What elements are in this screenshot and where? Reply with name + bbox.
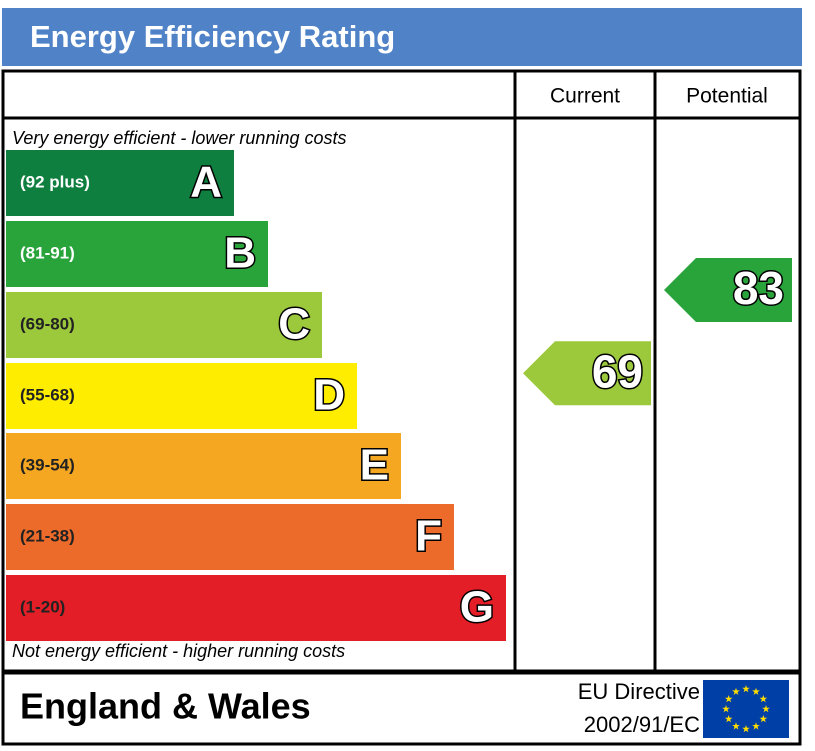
band-letter: B — [224, 229, 256, 278]
top-note: Very energy efficient - lower running co… — [12, 128, 347, 148]
band — [6, 292, 322, 358]
band-letter: A — [190, 158, 222, 207]
eu-star — [762, 705, 770, 713]
band-letter: F — [415, 512, 442, 561]
band — [6, 150, 234, 216]
title: Energy Efficiency Rating — [30, 19, 395, 54]
eu-star — [724, 715, 733, 723]
band-letter: G — [460, 583, 494, 632]
band-range: (92 plus) — [20, 172, 90, 191]
band-range: (55-68) — [20, 385, 75, 404]
eu-star — [752, 722, 760, 730]
column-header: Current — [550, 85, 620, 108]
band-range: (81-91) — [20, 243, 75, 262]
eu-star — [759, 715, 768, 723]
title-bar — [2, 8, 802, 66]
eu-star — [732, 722, 740, 730]
column-header: Potential — [686, 85, 768, 108]
band — [6, 504, 454, 570]
band-range: (1-20) — [20, 597, 65, 616]
eu-star — [732, 687, 740, 695]
band — [6, 221, 268, 287]
band — [6, 433, 401, 499]
band-range: (39-54) — [20, 455, 75, 474]
band-letter: C — [278, 300, 310, 349]
eu-star — [722, 705, 730, 713]
band — [6, 575, 506, 641]
band-letter: D — [313, 371, 345, 420]
region: England & Wales — [20, 686, 311, 727]
band-range: (21-38) — [20, 526, 75, 545]
main-frame — [1, 69, 802, 673]
band-range: (69-80) — [20, 314, 75, 333]
directive: EU Directive — [578, 679, 700, 704]
rating-value: 83 — [733, 262, 784, 314]
rating-value: 69 — [592, 345, 643, 397]
eu-stars — [722, 685, 770, 733]
directive-code: 2002/91/EC — [584, 712, 700, 737]
eu-star — [742, 685, 750, 693]
bottom-note: Not energy efficient - higher running co… — [12, 641, 345, 661]
band-letter: E — [360, 441, 389, 490]
eu-star — [752, 687, 760, 695]
eu-star — [742, 725, 750, 733]
footer-frame — [1, 671, 802, 746]
rating-arrow — [523, 341, 651, 406]
eu-star — [759, 695, 768, 703]
eu-star — [724, 695, 733, 703]
band — [6, 363, 357, 429]
rating-arrow — [664, 258, 792, 322]
